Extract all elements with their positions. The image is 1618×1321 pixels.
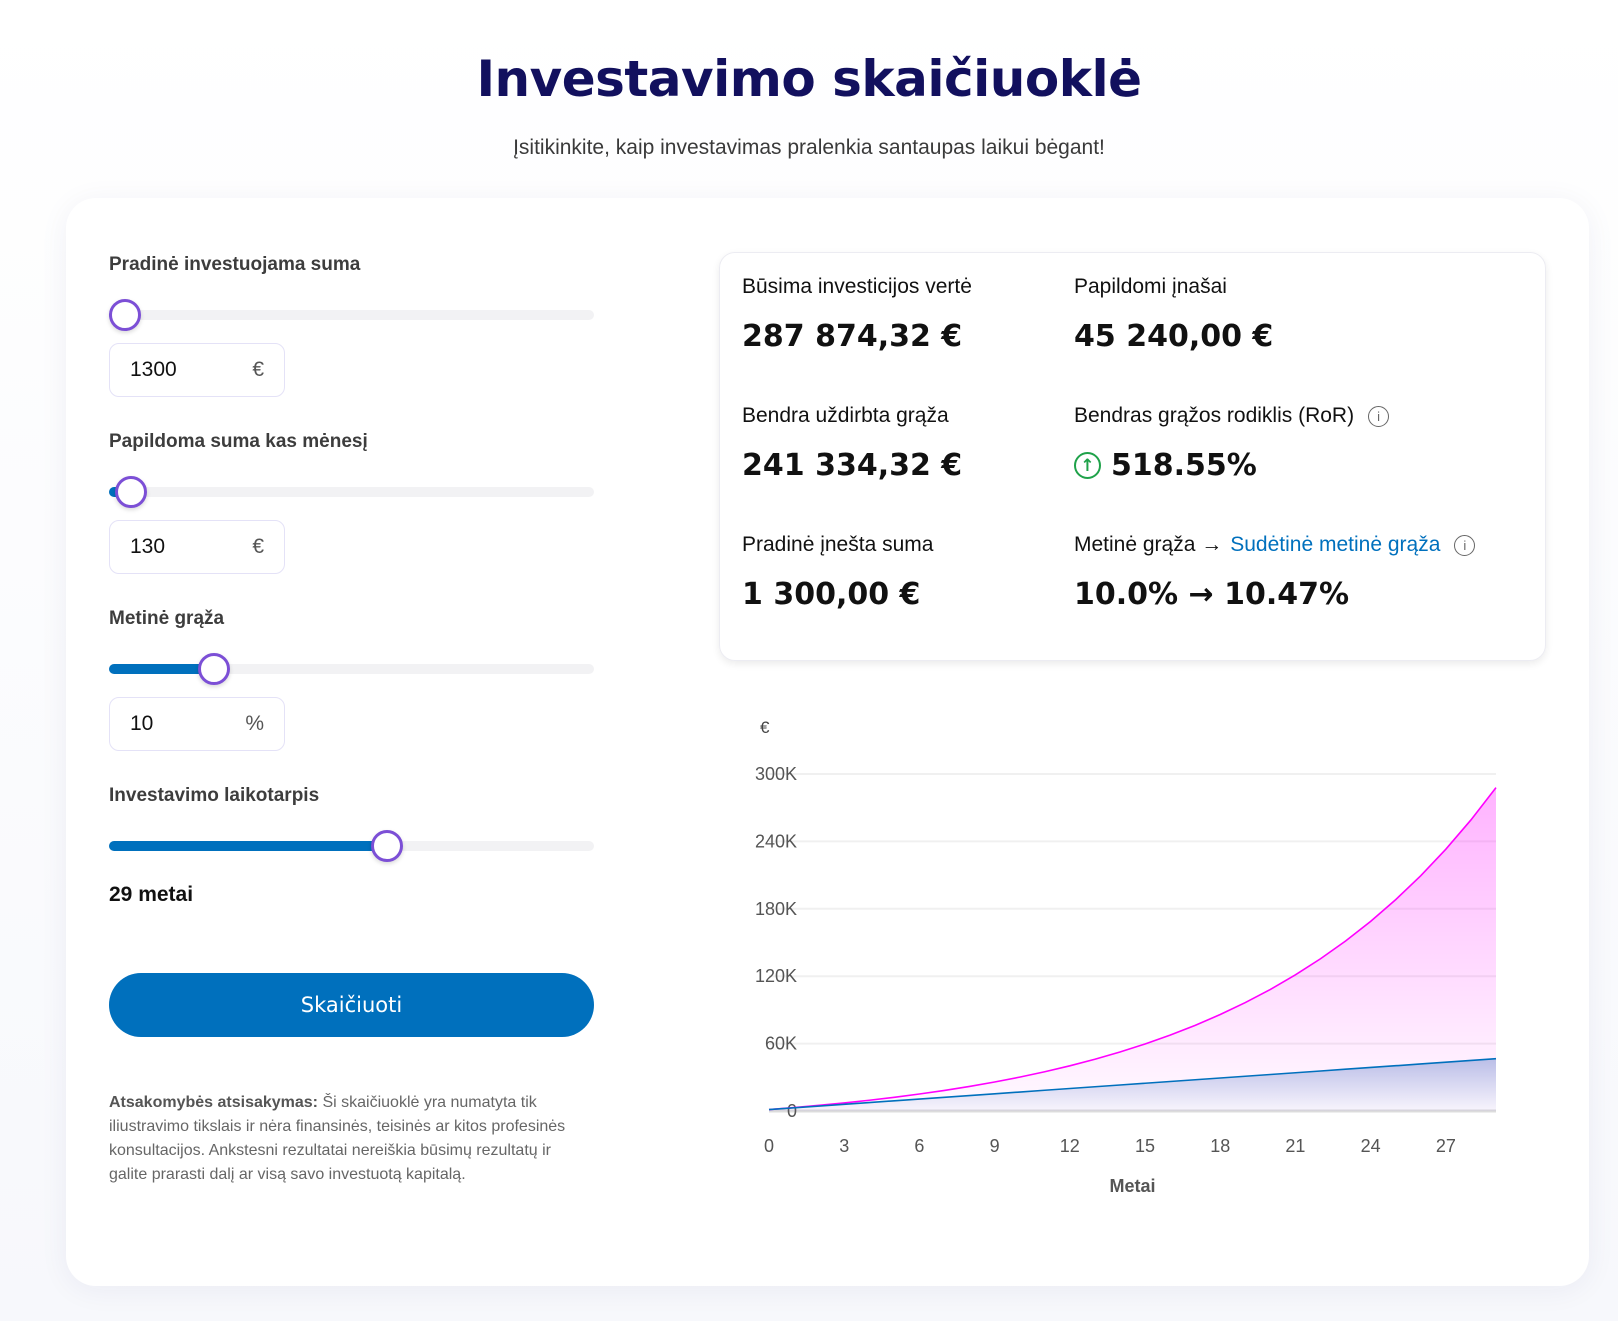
disclaimer: Atsakomybės atsisakymas: Ši skaičiuoklė … — [109, 1091, 569, 1187]
slider-thumb[interactable] — [198, 653, 231, 685]
monthly-amount-input[interactable]: 130 € — [109, 520, 285, 574]
initial-amount-slider[interactable] — [109, 299, 594, 331]
future-value: 287 874,32 € — [742, 319, 963, 354]
future-value-label: Būsima investicijos vertė — [742, 275, 972, 298]
monthly-amount-label: Papildoma suma kas mėnesį — [109, 431, 368, 452]
x-tick-label: 9 — [990, 1136, 1000, 1156]
y-tick-label: 240K — [755, 831, 797, 851]
y-tick-label: 300K — [755, 764, 797, 784]
page-subtitle: Įsitikinkite, kaip investavimas pralenki… — [513, 136, 1105, 159]
y-axis-label: € — [760, 718, 770, 737]
initial-value: 1 300,00 € — [742, 577, 921, 612]
slider-thumb[interactable] — [109, 299, 142, 331]
x-tick-label: 3 — [839, 1136, 849, 1156]
info-icon[interactable]: i — [1368, 405, 1390, 427]
y-tick-label: 180K — [755, 899, 797, 919]
percent-unit: % — [245, 712, 264, 735]
calculate-button[interactable]: Skaičiuoti — [109, 973, 594, 1037]
slider-fill — [109, 841, 388, 851]
earned-label: Bendra uždirbta grąža — [742, 404, 949, 427]
euro-unit: € — [252, 535, 264, 558]
period-slider[interactable] — [109, 830, 594, 862]
x-tick-label: 27 — [1436, 1136, 1456, 1156]
disclaimer-text: Ši skaičiuoklė yra numatyta tik iliustra… — [109, 1094, 566, 1183]
contributions-label: Papildomi įnašai — [1074, 275, 1227, 298]
results-panel: Būsima investicijos vertė 287 874,32 € P… — [719, 252, 1546, 661]
initial-amount-input[interactable]: 1300 € — [109, 343, 285, 397]
period-value: 29 metai — [109, 883, 194, 906]
compound-return-link[interactable]: Sudėtinė metinė grąža — [1230, 533, 1441, 556]
annual-label-row: Metinė grąža → Sudėtinė metinė grąža i — [1074, 533, 1476, 557]
y-tick-label: 120K — [755, 966, 797, 986]
slider-fill — [109, 664, 215, 674]
annual-label: Metinė grąža → — [1074, 533, 1223, 556]
annual-value: 10.0% → 10.47% — [1074, 577, 1350, 612]
input-value: 1300 — [130, 358, 177, 381]
ror-value-row: ↑ 518.55% — [1074, 448, 1257, 483]
slider-thumb[interactable] — [114, 476, 147, 508]
x-tick-label: 24 — [1361, 1136, 1381, 1156]
growth-chart: €060K120K180K240K300K0369121518212427Met… — [755, 718, 1497, 1196]
x-tick-label: 0 — [764, 1136, 774, 1156]
annual-return-input[interactable]: 10% — [109, 697, 285, 751]
earned-value: 241 334,32 € — [742, 448, 963, 483]
x-tick-label: 18 — [1210, 1136, 1230, 1156]
ror-label: Bendras grąžos rodiklis (RoR) — [1074, 404, 1355, 427]
initial-amount-label: Pradinė investuojama suma — [109, 254, 361, 275]
disclaimer-title: Atsakomybės atsisakymas: — [109, 1094, 319, 1111]
period-label: Investavimo laikotarpis — [109, 785, 320, 806]
annual-return-label: Metinė grąža — [109, 608, 225, 629]
initial-label: Pradinė įnešta suma — [742, 533, 934, 556]
series-line-1 — [768, 1057, 1497, 1111]
x-tick-label: 21 — [1285, 1136, 1305, 1156]
monthly-amount-slider[interactable] — [109, 476, 594, 508]
x-tick-label: 12 — [1060, 1136, 1080, 1156]
series-area-0 — [769, 787, 1496, 1111]
x-axis-label: Metai — [1109, 1176, 1155, 1196]
ror-value: 518.55% — [1111, 448, 1257, 483]
input-value: 10 — [130, 712, 154, 735]
info-icon[interactable]: i — [1454, 534, 1476, 556]
page-title: Investavimo skaičiuoklė — [476, 50, 1142, 108]
contributions-value: 45 240,00 € — [1074, 319, 1274, 354]
annual-return-slider[interactable] — [109, 653, 594, 685]
calculator-card: Pradinė investuojama suma 1300 € Papildom… — [66, 198, 1589, 1286]
input-value: 130 — [130, 535, 166, 558]
y-tick-label: 60K — [765, 1034, 797, 1054]
slider-thumb[interactable] — [371, 830, 404, 862]
euro-unit: € — [252, 358, 264, 381]
arrow-up-circle-icon: ↑ — [1074, 452, 1101, 479]
series-line-0 — [768, 787, 1497, 1111]
x-tick-label: 15 — [1135, 1136, 1155, 1156]
ror-label-row: Bendras grąžos rodiklis (RoR) i — [1074, 404, 1390, 428]
x-tick-label: 6 — [914, 1136, 924, 1156]
